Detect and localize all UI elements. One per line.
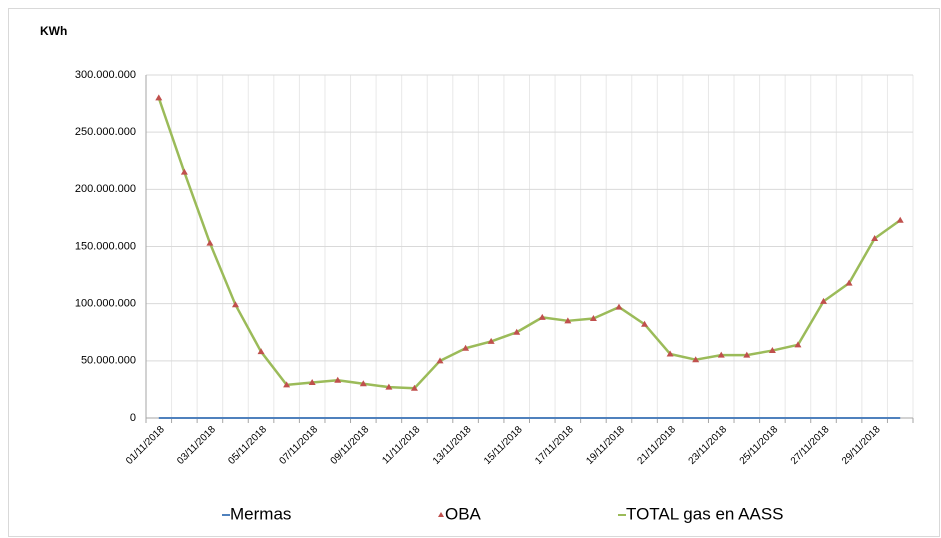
- y-axis-label: KWh: [40, 24, 67, 38]
- data-point: [283, 381, 291, 388]
- data-point: [410, 384, 418, 391]
- legend-label: TOTAL gas en AASS: [626, 504, 784, 523]
- y-tick-label: 200.000.000: [75, 183, 136, 195]
- data-point: [589, 315, 597, 322]
- data-point: [513, 328, 521, 335]
- y-tick-label: 50.000.000: [81, 355, 136, 367]
- series-line: [157, 97, 901, 390]
- data-point: [743, 351, 751, 358]
- data-point: [206, 239, 214, 246]
- data-point: [717, 351, 725, 358]
- data-point: [180, 168, 188, 175]
- data-point: [666, 350, 674, 357]
- data-point: [845, 279, 853, 286]
- data-point: [564, 317, 572, 324]
- data-point: [359, 380, 367, 387]
- data-point: [436, 357, 444, 364]
- data-point: [871, 234, 879, 241]
- data-point: [385, 383, 393, 390]
- legend-symbol: [438, 512, 444, 517]
- data-point: [308, 379, 316, 386]
- data-point: [538, 313, 546, 320]
- data-point: [334, 376, 342, 383]
- data-point: [692, 356, 700, 363]
- y-tick-label: 0: [130, 412, 136, 424]
- y-tick-label: 250.000.000: [75, 126, 136, 138]
- data-point: [820, 297, 828, 304]
- y-tick-label: 300.000.000: [75, 69, 136, 81]
- data-point: [615, 303, 623, 310]
- data-point: [794, 341, 802, 348]
- y-tick-label: 150.000.000: [75, 240, 136, 252]
- data-point: [257, 348, 265, 355]
- data-point: [155, 94, 163, 101]
- chart-frame: [8, 8, 940, 537]
- y-tick-label: 100.000.000: [75, 298, 136, 310]
- data-point: [487, 337, 495, 344]
- data-point: [462, 344, 470, 351]
- data-point: [896, 216, 904, 223]
- data-point: [641, 320, 649, 327]
- legend-label: OBA: [445, 504, 482, 523]
- data-point: [768, 347, 776, 354]
- legend-label: Mermas: [230, 504, 291, 523]
- data-point: [231, 301, 239, 308]
